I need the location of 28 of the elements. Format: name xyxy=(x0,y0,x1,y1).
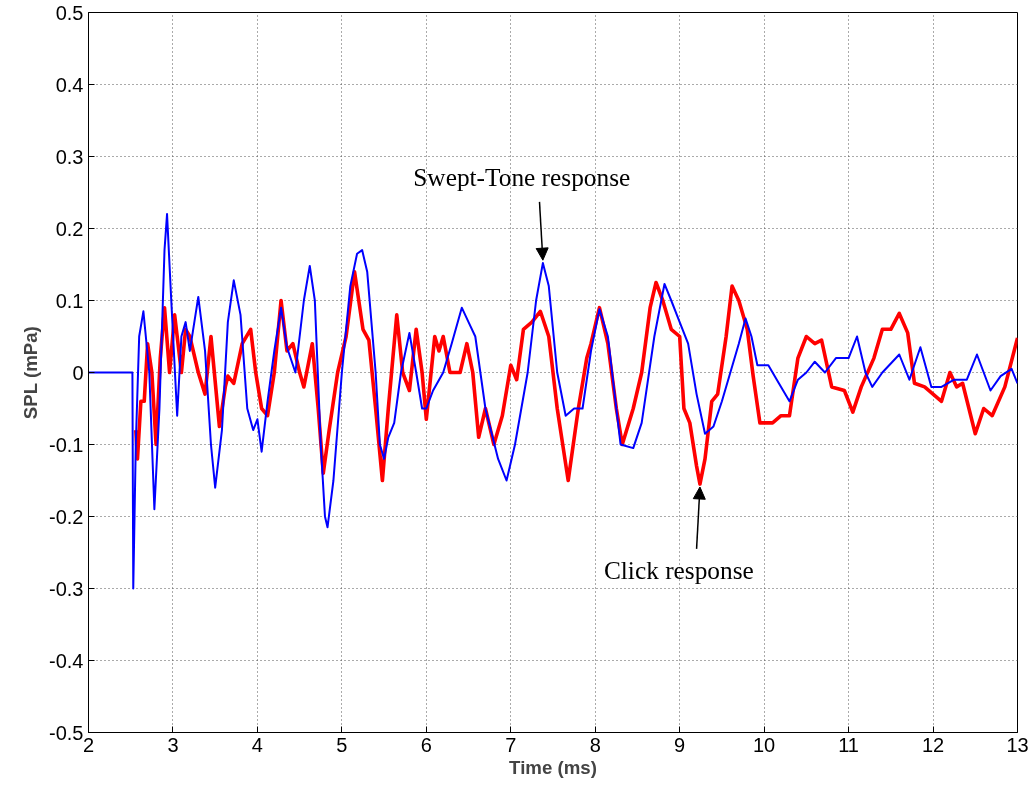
x-tick-label: 7 xyxy=(505,733,517,756)
x-tick-label: 5 xyxy=(336,733,348,756)
y-tick-label: 0.4 xyxy=(55,73,84,96)
x-axis-title: Time (ms) xyxy=(509,756,597,778)
y-tick-label: 0 xyxy=(72,361,84,384)
x-tick-label: 6 xyxy=(420,733,432,756)
x-tick-label: 12 xyxy=(921,733,945,756)
annotation: Swept-Tone response xyxy=(413,163,631,192)
x-tick-label: 9 xyxy=(674,733,686,756)
x-tick-label: 8 xyxy=(589,733,601,756)
y-tick-label: -0.5 xyxy=(49,721,84,744)
x-tick-label: 10 xyxy=(753,733,776,756)
y-axis-title: SPL (mPa) xyxy=(20,326,42,420)
annotation: Click response xyxy=(603,556,754,585)
y-tick-label: 0.2 xyxy=(55,217,84,240)
y-tick-label: -0.4 xyxy=(49,649,84,672)
y-tick-label: -0.2 xyxy=(49,505,84,528)
y-tick-label: -0.1 xyxy=(49,433,84,456)
x-tick-label: 4 xyxy=(251,733,263,756)
line-series xyxy=(88,213,1018,590)
y-tick-label: 0.1 xyxy=(55,289,84,312)
x-tick-label: 3 xyxy=(167,733,179,756)
x-tick-label: 2 xyxy=(82,733,95,756)
y-tick-label: 0.3 xyxy=(55,145,84,168)
y-tick-label: 0.5 xyxy=(55,1,84,24)
x-tick-label: 13 xyxy=(1006,733,1029,756)
x-tick-label: 11 xyxy=(838,733,859,756)
y-tick-label: -0.3 xyxy=(49,577,84,600)
